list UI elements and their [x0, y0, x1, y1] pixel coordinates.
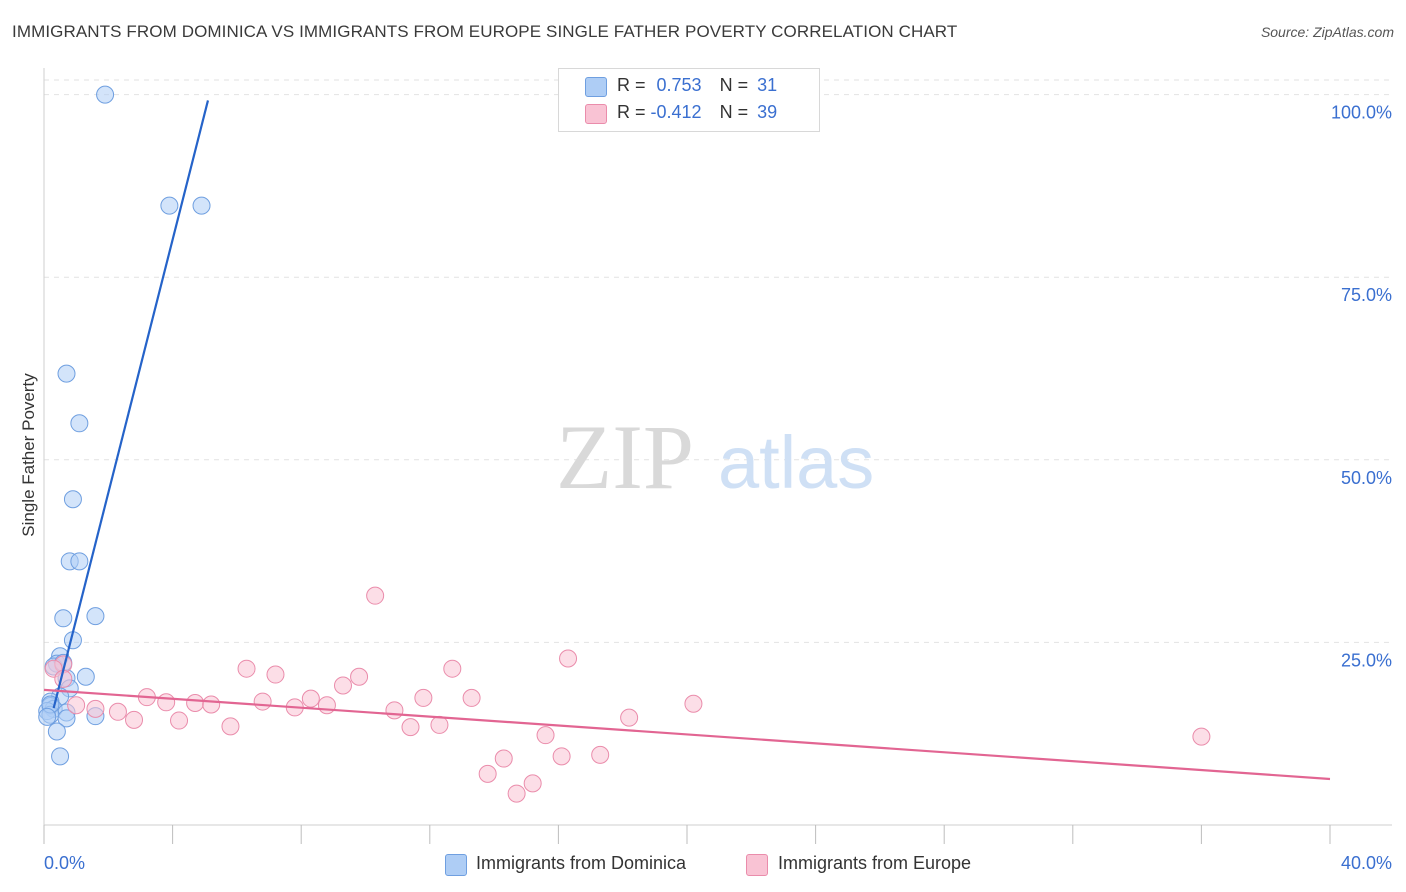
data-point	[559, 649, 578, 668]
data-point	[401, 718, 420, 737]
series-europe	[44, 586, 1211, 803]
data-point	[266, 665, 285, 684]
data-point	[523, 774, 542, 793]
y-axis-label: Single Father Poverty	[19, 373, 38, 537]
data-point	[170, 711, 189, 730]
data-point	[478, 764, 497, 783]
data-point	[47, 722, 66, 741]
data-point	[38, 707, 57, 726]
data-point	[70, 552, 89, 571]
watermark-zip: ZIP	[556, 406, 694, 508]
trend-line	[43, 688, 1331, 781]
watermark: ZIP atlas	[556, 406, 874, 508]
legend-n-value: 39	[757, 102, 778, 122]
data-point	[333, 676, 352, 695]
data-point	[620, 708, 639, 727]
x-tick-label-min: 0.0%	[44, 853, 85, 873]
legend-row-europe: R = -0.412 N = 39	[617, 102, 777, 126]
data-point	[86, 699, 105, 718]
legend-n-label: N =	[719, 75, 754, 95]
data-point	[443, 659, 462, 678]
data-point	[1192, 727, 1211, 746]
data-point	[350, 667, 369, 686]
data-point	[63, 490, 82, 509]
y-tick-label: 75.0%	[1341, 285, 1392, 305]
legend-r-label: R =	[617, 75, 651, 95]
legend-r-value: 0.753	[656, 75, 702, 95]
data-point	[591, 745, 610, 764]
data-point	[76, 667, 95, 686]
source-label: Source: ZipAtlas.com	[1260, 24, 1394, 40]
data-point	[86, 607, 105, 626]
chart-title: IMMIGRANTS FROM DOMINICA VS IMMIGRANTS F…	[12, 22, 958, 41]
legend-r-value: -0.412	[650, 102, 702, 122]
legend-swatch-dominica	[585, 77, 607, 97]
legend-label-europe: Immigrants from Europe	[778, 853, 972, 873]
data-point	[494, 749, 513, 768]
series-legend: Immigrants from Dominica Immigrants from…	[0, 852, 1406, 876]
data-point	[67, 696, 86, 715]
data-point	[70, 414, 89, 433]
data-point	[462, 688, 481, 707]
legend-label-dominica: Immigrants from Dominica	[476, 853, 687, 873]
data-point	[684, 694, 703, 713]
legend-r-label: R =	[617, 102, 651, 122]
data-point	[108, 702, 127, 721]
data-point	[237, 659, 256, 678]
data-point	[125, 710, 144, 729]
data-point	[96, 85, 115, 104]
trend-line	[52, 100, 210, 709]
legend-swatch-europe	[585, 104, 607, 124]
data-point	[202, 695, 221, 714]
data-point	[57, 709, 76, 728]
data-point	[51, 747, 70, 766]
legend-n-label: N =	[719, 102, 754, 122]
data-point	[157, 693, 176, 712]
y-tick-label: 50.0%	[1341, 468, 1392, 488]
legend-swatch-dominica	[445, 854, 467, 876]
data-point	[57, 364, 76, 383]
data-point	[385, 701, 404, 720]
x-tick-label-max: 40.0%	[1341, 853, 1392, 873]
y-tick-labels: 100.0% 75.0% 50.0% 25.0%	[1331, 103, 1392, 671]
data-point	[221, 717, 240, 736]
data-point	[430, 715, 449, 734]
data-point	[301, 689, 320, 708]
correlation-legend: R = 0.753 N = 31 R = -0.412 N = 39	[558, 68, 820, 132]
watermark-atlas: atlas	[718, 421, 874, 504]
y-tick-label: 100.0%	[1331, 103, 1392, 123]
y-tick-label: 25.0%	[1341, 650, 1392, 670]
data-point	[507, 784, 526, 803]
data-point	[414, 688, 433, 707]
data-point	[317, 696, 336, 715]
data-point	[552, 747, 571, 766]
legend-swatch-europe	[746, 854, 768, 876]
data-point	[54, 609, 73, 628]
legend-row-dominica: R = 0.753 N = 31	[617, 75, 777, 99]
grid-lines	[44, 79, 1392, 643]
data-point	[192, 196, 211, 215]
data-point	[536, 726, 555, 745]
data-point	[160, 196, 179, 215]
data-point	[186, 694, 205, 713]
data-point	[253, 692, 272, 711]
trend-lines	[43, 100, 1331, 781]
legend-n-value: 31	[757, 75, 778, 95]
data-point	[366, 586, 385, 605]
